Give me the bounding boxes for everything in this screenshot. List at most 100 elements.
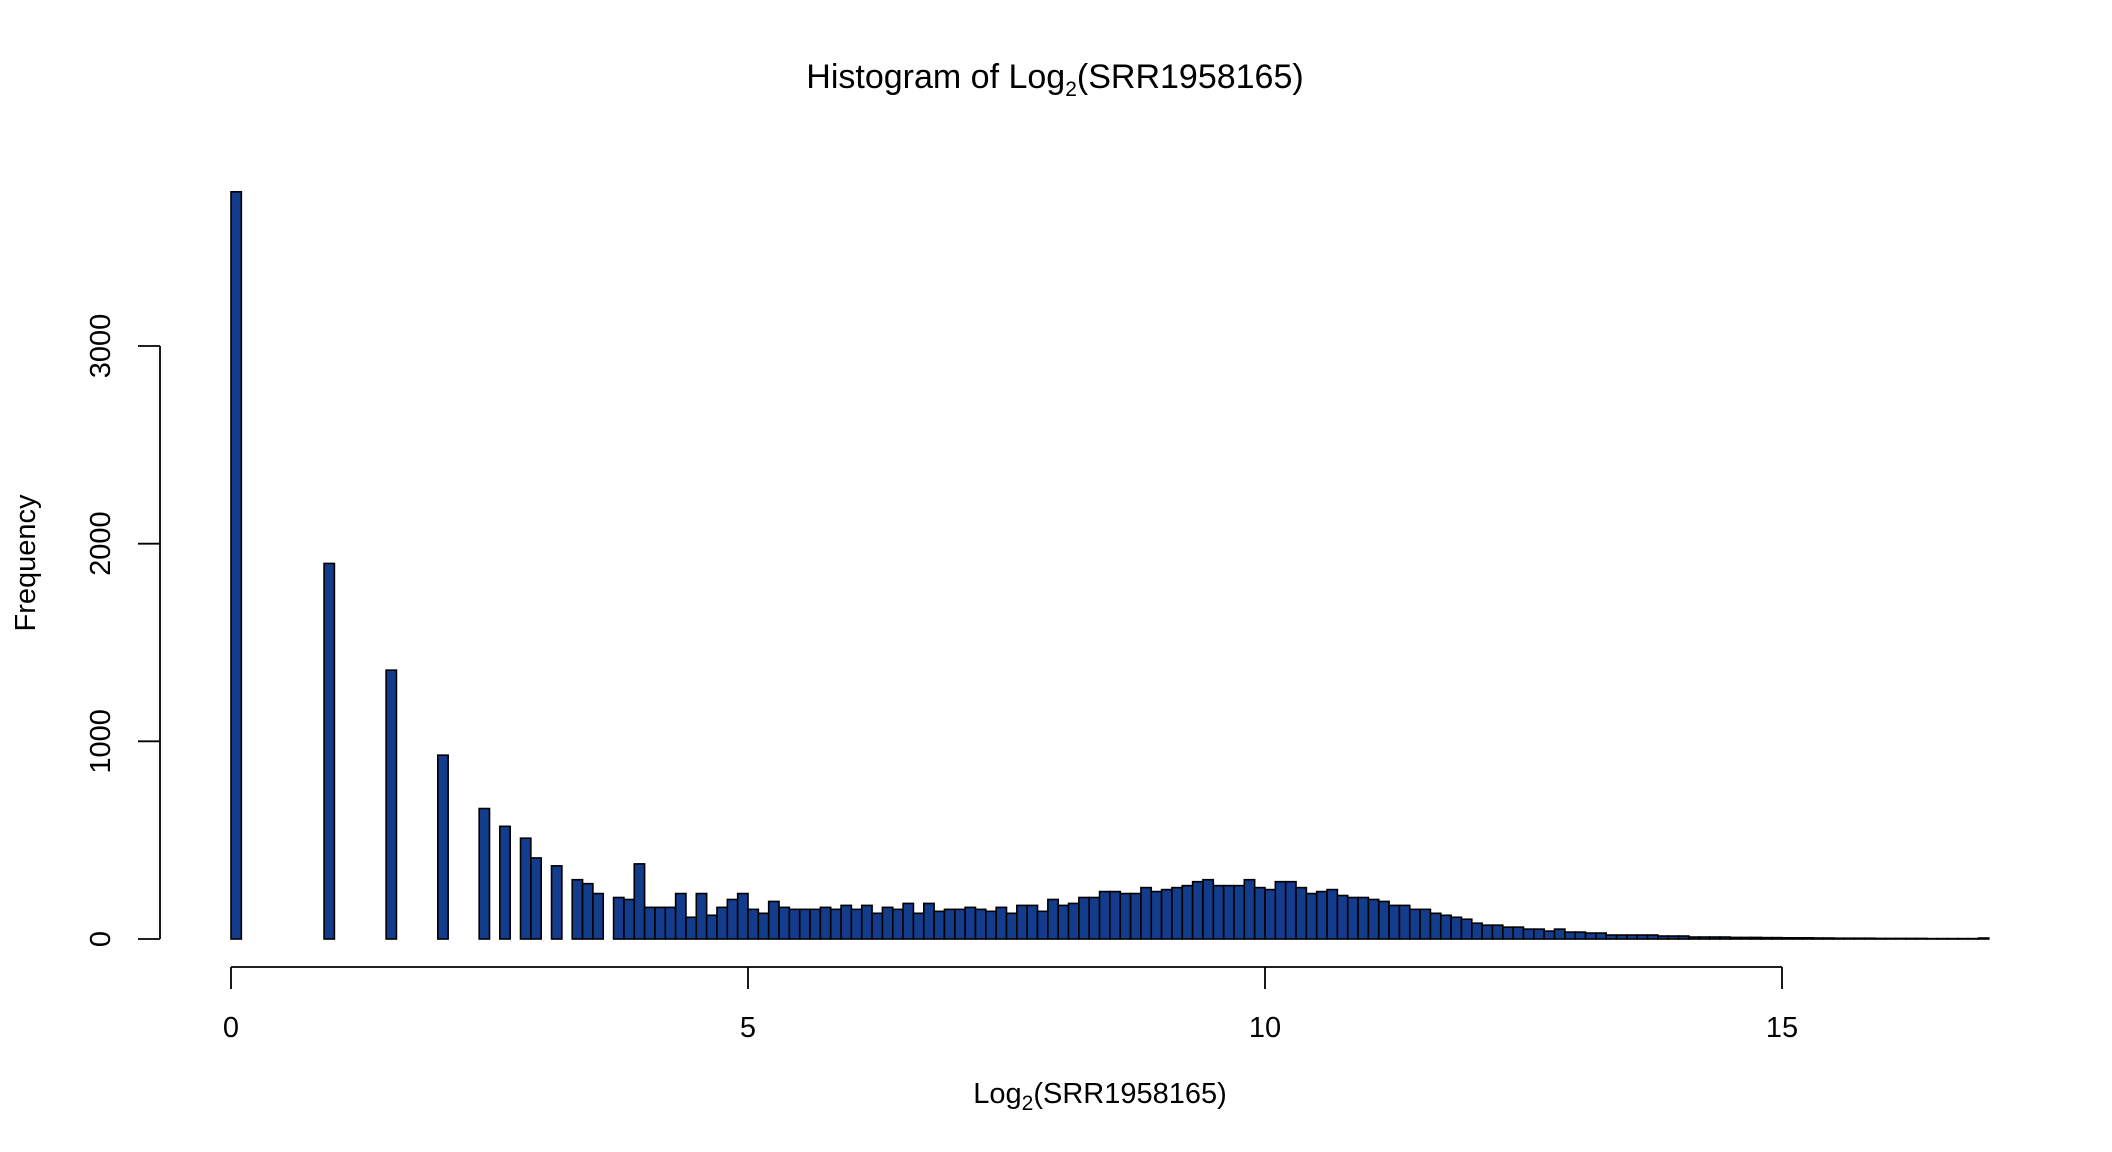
histogram-bar [1781, 937, 1794, 940]
histogram-bar [912, 912, 925, 940]
y-tick-label: 1000 [85, 709, 117, 774]
histogram-bar [1770, 936, 1783, 940]
histogram-bar [788, 908, 801, 940]
x-axis-label-suffix: (SRR1958165) [1033, 1078, 1226, 1110]
histogram-bar [1181, 884, 1194, 940]
histogram-bar [1574, 931, 1587, 940]
histogram-bar [1801, 937, 1814, 940]
histogram-bar [871, 912, 884, 940]
histogram-bar [1388, 904, 1401, 940]
histogram-bar [436, 754, 449, 940]
chart-title-prefix: Histogram of Log [806, 58, 1065, 96]
histogram-bar [674, 892, 687, 940]
x-axis: 0 5 10 15 [223, 966, 1798, 1044]
histogram-bar [1222, 884, 1235, 940]
histogram-bar [798, 908, 811, 940]
x-tick-label: 10 [1249, 1012, 1281, 1044]
histogram-bar [1698, 936, 1711, 940]
histogram-bar [974, 908, 987, 940]
histogram-bar [1605, 934, 1618, 940]
histogram-bar [891, 908, 904, 940]
histogram-bar [995, 906, 1008, 940]
histogram-bar [685, 916, 698, 940]
histogram-bar [1398, 904, 1411, 940]
histogram-bar [726, 898, 739, 940]
histogram-bar [1615, 934, 1628, 940]
histogram-bar [664, 906, 677, 940]
histogram-bar [809, 908, 822, 940]
histogram-bar [860, 904, 873, 940]
histogram-bar [1543, 930, 1556, 940]
histogram-bar [1264, 888, 1277, 940]
histogram-bar [1729, 936, 1742, 940]
histogram-bar [1367, 898, 1380, 940]
histogram-bar [1336, 894, 1349, 940]
histogram-bar [953, 908, 966, 940]
histogram-bar [1708, 936, 1721, 940]
histogram-bar [736, 892, 749, 940]
histogram-bar [850, 908, 863, 940]
histogram-bar [230, 191, 243, 940]
histogram-bar [519, 837, 532, 940]
x-tick-label: 0 [223, 1012, 239, 1044]
histogram-bar [1284, 880, 1297, 940]
histogram-bar [1243, 878, 1256, 940]
histogram-bar [778, 906, 791, 940]
histogram-bar [933, 910, 946, 940]
histogram-bar [1822, 937, 1835, 940]
histogram-bar [1160, 888, 1173, 940]
histogram-bar [1098, 890, 1111, 940]
histogram-bars [230, 191, 1990, 940]
histogram-bar [1491, 924, 1504, 940]
histogram-bar [1884, 937, 1897, 940]
x-tick-label: 5 [740, 1012, 756, 1044]
histogram-bar [1915, 937, 1928, 940]
histogram-bar [1853, 937, 1866, 940]
histogram-bar [1863, 937, 1876, 940]
histogram-bar [1977, 937, 1990, 940]
histogram-bar [1533, 928, 1545, 940]
histogram-bar [1429, 912, 1442, 940]
histogram-bar [1471, 922, 1483, 940]
histogram-bar [1047, 898, 1059, 940]
histogram-bar [1636, 934, 1649, 940]
histogram-bar [1739, 936, 1752, 940]
histogram-bar [716, 906, 729, 940]
histogram-bar [1036, 910, 1049, 940]
histogram-bar [1346, 896, 1359, 940]
histogram-bar [1450, 916, 1463, 940]
histogram-bar [1171, 886, 1184, 940]
histogram-bar [1295, 886, 1308, 940]
histogram-bar [1481, 924, 1494, 940]
histogram-bar [1553, 928, 1566, 940]
histogram-bar [1326, 888, 1339, 940]
chart-title-subscript: 2 [1065, 78, 1077, 101]
histogram-bar [695, 892, 708, 940]
histogram-bar [943, 908, 956, 940]
histogram-bar [1005, 912, 1018, 940]
histogram-bar [1109, 890, 1122, 940]
histogram-bar [654, 906, 667, 940]
histogram-bar [1016, 904, 1028, 940]
histogram-bar [985, 910, 997, 940]
histogram-bar [922, 902, 935, 940]
histogram-bar [1667, 935, 1680, 940]
histogram-bar [550, 865, 563, 940]
histogram-bar [1305, 892, 1318, 940]
histogram-bar [643, 906, 656, 940]
histogram-bar [1274, 880, 1287, 940]
histogram-bar [1564, 931, 1576, 940]
histogram-bar [323, 562, 336, 940]
histogram-bar [767, 900, 780, 940]
y-tick-label: 2000 [85, 511, 117, 576]
histogram-bar [633, 863, 646, 940]
histogram-bar [1439, 914, 1452, 940]
histogram-bar [705, 914, 718, 940]
histogram-bar [1057, 904, 1070, 940]
histogram-bar [881, 906, 894, 940]
histogram-bar [1502, 926, 1514, 940]
chart-title: Histogram of Log2(SRR1958165) [806, 58, 1303, 101]
histogram-bar [1657, 935, 1670, 940]
histogram-bar [1584, 932, 1597, 940]
